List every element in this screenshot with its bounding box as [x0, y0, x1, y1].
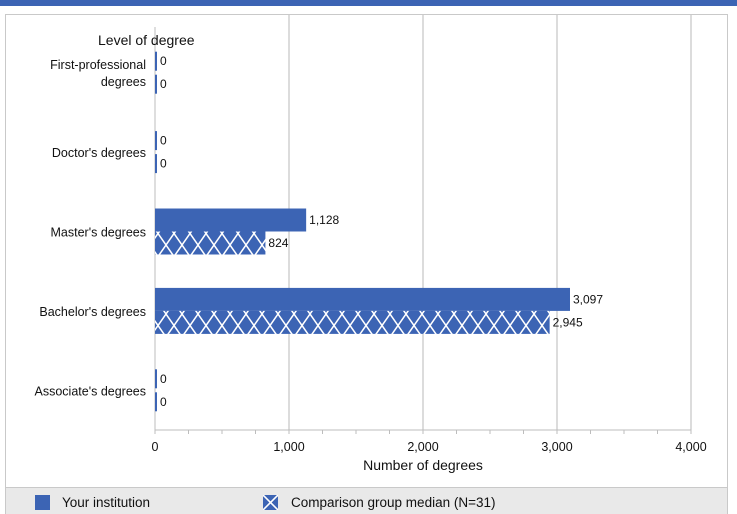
legend-swatch-your-institution [35, 495, 50, 510]
legend-label-your-institution: Your institution [62, 495, 151, 510]
bar-institution-3 [155, 287, 570, 311]
data-label-comparison-3: 2,945 [553, 315, 583, 329]
bar-comparison-4 [155, 392, 157, 412]
category-label-1: Doctor's degrees [52, 146, 146, 160]
bar-comparison-0 [155, 74, 157, 94]
bar-comparison-2 [155, 231, 266, 255]
x-tick-label-1: 1,000 [273, 440, 304, 454]
data-label-institution-4: 0 [160, 372, 167, 386]
top-accent-rule [0, 0, 737, 6]
category-label-0: First-professional [50, 58, 146, 72]
bar-comparison-3 [155, 310, 550, 334]
x-axis-title: Number of degrees [363, 457, 483, 473]
data-label-institution-2: 1,128 [309, 213, 339, 227]
x-tick-label-2: 2,000 [407, 440, 438, 454]
legend: Your institution Comparison group median… [5, 488, 728, 514]
category-label-4: Associate's degrees [35, 384, 146, 398]
category-label-0: degrees [101, 75, 146, 89]
data-label-institution-1: 0 [160, 134, 167, 148]
data-label-institution-0: 0 [160, 54, 167, 68]
bar-chart: Level of degree First-professional degrees… [35, 15, 707, 473]
bar-comparison-1 [155, 154, 157, 174]
legend-label-comparison-median: Comparison group median (N=31) [291, 495, 496, 510]
data-label-comparison-4: 0 [160, 395, 167, 409]
legend-swatch-comparison-median [263, 495, 278, 510]
category-label-3: Bachelor's degrees [39, 305, 146, 319]
bar-institution-4 [155, 369, 157, 389]
bar-institution-0 [155, 51, 157, 71]
data-label-comparison-2: 824 [268, 236, 288, 250]
bar-institution-2 [155, 208, 307, 232]
y-axis-title: Level of degree [98, 32, 195, 48]
bar-institution-1 [155, 131, 157, 151]
x-tick-label-3: 3,000 [541, 440, 572, 454]
x-tick-label-4: 4,000 [675, 440, 706, 454]
x-tick-label-0: 0 [152, 440, 159, 454]
category-label-2: Master's degrees [51, 226, 146, 240]
data-label-comparison-0: 0 [160, 77, 167, 91]
data-label-institution-3: 3,097 [573, 292, 603, 306]
data-label-comparison-1: 0 [160, 157, 167, 171]
chart-panel: Level of degree First-professional degrees… [5, 14, 728, 488]
